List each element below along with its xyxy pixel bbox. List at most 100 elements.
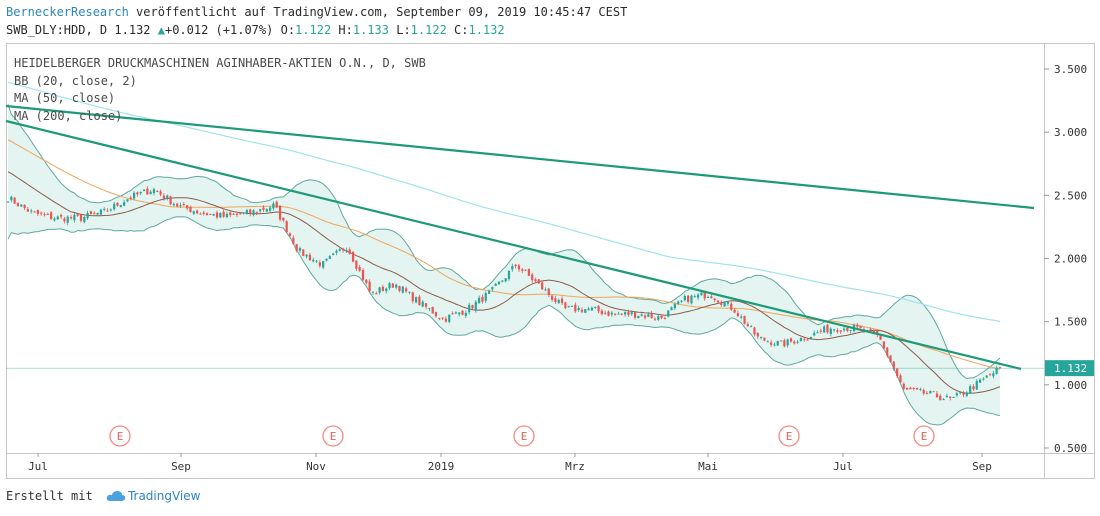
candle-body [219, 212, 222, 218]
candle-body [295, 244, 298, 251]
price-axis[interactable]: 3.500 3.000 2.500 2.000 1.500 1.000 0.500 [1044, 63, 1087, 455]
candle-body [222, 211, 225, 217]
candle-body [315, 260, 318, 262]
candle-body [192, 211, 195, 214]
candle-body [129, 197, 132, 199]
candle [650, 310, 653, 319]
event-label: E [330, 430, 337, 443]
candle-body [186, 205, 189, 209]
candle [365, 278, 368, 285]
low-value: 1.122 [410, 23, 447, 37]
candle [262, 204, 265, 213]
candle [590, 306, 594, 311]
candle [753, 326, 756, 337]
candle [388, 282, 391, 291]
candle [245, 208, 248, 215]
candle-body [395, 284, 398, 288]
candle-body [23, 204, 26, 209]
candle-body [587, 308, 590, 311]
candle [43, 212, 46, 217]
trendline-upper[interactable] [5, 104, 1035, 210]
legend-ma50[interactable]: MA (50, close) [14, 91, 116, 105]
high-label: H: [338, 23, 353, 37]
candle [783, 338, 786, 348]
candle-body [700, 292, 703, 296]
candle-body [985, 375, 988, 378]
candle [79, 214, 83, 223]
earnings-event-marker[interactable]: E [778, 425, 800, 447]
candle [653, 317, 657, 321]
candle [487, 289, 491, 295]
candle [972, 384, 975, 391]
candle [667, 310, 670, 318]
price-chart[interactable]: 3.500 3.000 2.500 2.000 1.500 1.000 0.500 Jul S… [0, 43, 1100, 483]
candle [338, 247, 341, 252]
candle-body [302, 249, 305, 256]
trendlines[interactable] [5, 104, 1035, 371]
candle-body [239, 213, 242, 215]
candle [192, 210, 195, 216]
candle [537, 279, 540, 285]
candle-body [269, 207, 272, 211]
candle-body [252, 210, 255, 216]
candle-body [992, 373, 995, 377]
candle [335, 249, 338, 256]
candle [424, 302, 428, 310]
candle-body [988, 374, 992, 376]
earnings-event-marker[interactable]: E [109, 425, 131, 447]
candle-body [332, 253, 335, 255]
candle [564, 301, 567, 310]
candle [909, 386, 912, 390]
legend-ma200[interactable]: MA (200, close) [14, 108, 123, 123]
candle-body [259, 209, 262, 212]
candle-body [902, 383, 905, 389]
candle [159, 189, 162, 197]
candle [630, 310, 633, 316]
candle-body [932, 391, 935, 393]
candle [405, 286, 408, 294]
candle-body [385, 288, 388, 292]
candle-body [444, 318, 448, 322]
candle-body [335, 250, 338, 253]
candle-body [438, 317, 441, 319]
candle [199, 212, 202, 215]
candle-body [215, 212, 219, 218]
candle [746, 322, 749, 327]
candle-body [199, 213, 202, 215]
candle [766, 340, 769, 343]
event-circle [778, 425, 800, 447]
candle-body [955, 393, 958, 396]
earnings-event-marker[interactable]: E [513, 425, 535, 447]
candle [418, 294, 421, 306]
earnings-event-marker[interactable]: E [322, 425, 344, 447]
x-tick-label: Sep [972, 460, 992, 473]
candle [16, 202, 20, 207]
trendline-lower[interactable] [5, 119, 1022, 371]
candle-body [56, 216, 59, 220]
bb-basis-line [7, 171, 1001, 394]
candle [949, 396, 952, 401]
earnings-event-marker[interactable]: E [913, 425, 935, 447]
candle [83, 215, 86, 224]
tradingview-logo-text[interactable]: TradingView [127, 489, 201, 503]
candle [743, 315, 746, 325]
candle [288, 232, 292, 237]
legend-bb[interactable]: BB (20, close, 2) [14, 73, 137, 88]
candle-body [348, 249, 351, 254]
candle [278, 205, 282, 222]
candle-body [756, 333, 759, 337]
candle-body [882, 341, 885, 349]
candle-body [620, 313, 623, 315]
candle-body [594, 307, 597, 309]
candle [411, 291, 414, 304]
candle-body [577, 307, 580, 311]
author-link[interactable]: BerneckerResearch [6, 5, 129, 19]
candle [116, 202, 119, 207]
candle [587, 306, 590, 311]
candle-body [361, 269, 365, 281]
candle-body [647, 314, 650, 317]
time-axis[interactable]: Jul Sep Nov 2019 Mrz Mai Jul Sep [28, 453, 992, 473]
candle [896, 368, 899, 379]
candle-body [292, 237, 295, 245]
